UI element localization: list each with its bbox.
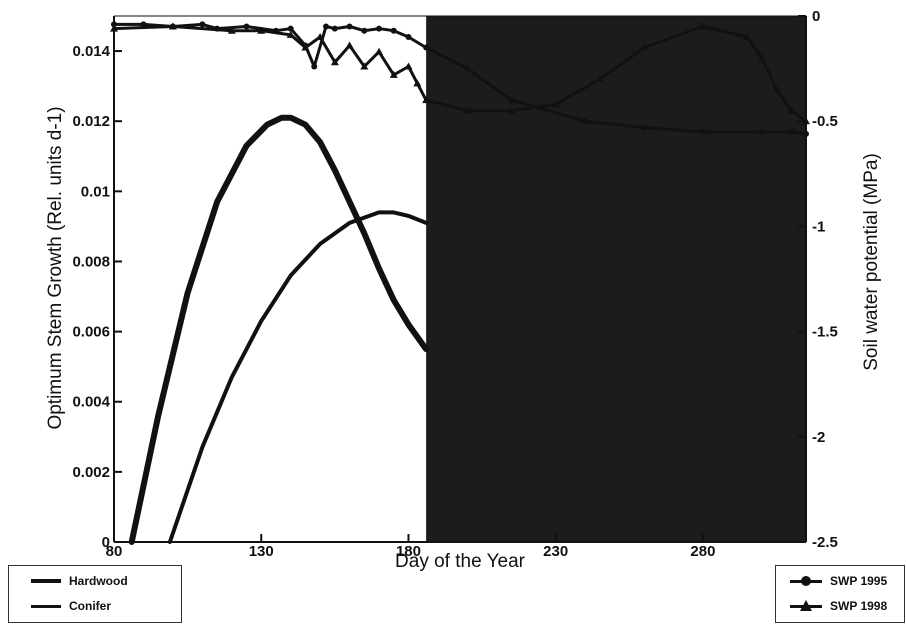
y-left-tick-label-6: 0.012: [72, 113, 110, 130]
y-left-tick-label-4: 0.008: [72, 253, 110, 270]
legend-item-swp-1998: SWP 1998: [776, 596, 887, 616]
series-line-2: [112, 22, 808, 136]
x-axis-title: Day of the Year: [395, 551, 526, 572]
series-3-point-15: [463, 106, 472, 114]
series-2-point-24: [788, 128, 795, 135]
y-right-tick-label-0: 0: [812, 8, 820, 25]
x-tick-label-3: 230: [543, 543, 568, 560]
series-3-point-11: [389, 70, 398, 78]
series-2-point-18: [464, 65, 471, 72]
series-2-point-12: [346, 23, 353, 30]
legend-species: Hardwood Conifer: [8, 565, 182, 623]
series-2-point-17: [423, 44, 430, 51]
y-left-tick-label-3: 0.006: [72, 324, 110, 341]
y-left-tick-label-5: 0.01: [81, 183, 110, 200]
series-line-0: [128, 114, 430, 545]
series-2-point-5: [243, 23, 250, 30]
series-2-point-22: [699, 128, 706, 135]
series-3-point-14: [422, 96, 431, 104]
series-3-point-9: [360, 62, 369, 70]
series-3-point-17: [551, 100, 560, 108]
series-3-point-4: [286, 30, 295, 38]
legend-item-swp-1995: SWP 1995: [776, 571, 887, 591]
series-2-point-7: [287, 25, 294, 32]
legend-label-swp-1998: SWP 1998: [830, 599, 888, 613]
ticks-layer: 80 130 180 230 280 0 0.002 0.004 0.006 0.008 0.01 0…: [72, 8, 837, 560]
series-3-point-10: [375, 47, 384, 55]
legend-swatch-circle-marker: [790, 575, 822, 586]
series-2-point-16: [405, 34, 412, 41]
legend-swatch-triangle-marker: [790, 599, 822, 611]
series-2-point-19: [508, 97, 515, 104]
series-line-1: [167, 210, 429, 544]
series-3-point-20: [698, 22, 707, 30]
series-3-point-7: [330, 58, 339, 66]
series-2-point-9: [311, 63, 318, 70]
x-tick-label-0: 80: [106, 543, 123, 560]
shaded-region: [426, 16, 806, 542]
series-2-point-1: [140, 21, 147, 28]
series-3-point-3: [257, 26, 266, 34]
series-2-point-13: [361, 27, 368, 34]
legend-label-conifer: Conifer: [69, 599, 111, 613]
series-3-point-24: [787, 106, 796, 114]
legend-item-hardwood: Hardwood: [9, 571, 128, 591]
series-3-point-16: [507, 106, 516, 114]
y-left-tick-label-0: 0: [102, 534, 110, 551]
y-right-tick-label-4: -2: [812, 429, 825, 446]
x-tick-label-1: 130: [249, 543, 274, 560]
series-2-point-11: [331, 25, 338, 32]
series-3-point-13: [413, 79, 422, 87]
legend-swatch-thick-line: [31, 579, 61, 583]
series-layer: [110, 21, 810, 545]
series-3-point-2: [227, 26, 236, 34]
legend-label-swp-1995: SWP 1995: [830, 574, 888, 588]
series-3-point-1: [168, 22, 177, 30]
series-3-point-22: [757, 54, 766, 62]
y-left-tick-label-2: 0.004: [72, 394, 110, 411]
x-tick-label-4: 280: [690, 543, 715, 560]
series-3-point-23: [772, 85, 781, 93]
series-2-point-21: [641, 124, 648, 131]
y-left-tick-label-7: 0.014: [72, 43, 110, 60]
series-2-point-23: [758, 128, 765, 135]
axes-layer: [113, 15, 807, 543]
series-3-point-21: [743, 33, 752, 41]
legend-swatch-thin-line: [31, 604, 61, 608]
y-right-tick-label-2: -1: [812, 218, 825, 235]
series-3-point-5: [301, 43, 310, 51]
series-2-point-14: [376, 25, 383, 32]
legend-label-hardwood: Hardwood: [69, 574, 128, 588]
series-2-point-3: [199, 21, 206, 28]
legend-swp: SWP 1995 SWP 1998: [775, 565, 905, 623]
series-3-point-18: [595, 75, 604, 83]
series-2-point-15: [390, 27, 397, 34]
series-3-point-6: [316, 33, 325, 41]
series-2-point-20: [582, 118, 589, 125]
y-right-tick-label-3: -1.5: [812, 324, 838, 341]
y-left-tick-label-1: 0.002: [72, 464, 110, 481]
x-tick-label-2: 180: [396, 543, 421, 560]
series-2-point-10: [323, 23, 330, 30]
y-right-tick-label-1: -0.5: [812, 113, 838, 130]
series-3-point-19: [640, 43, 649, 51]
series-3-point-12: [404, 62, 413, 70]
y-axis-title-right: Soil water potential (MPa): [861, 153, 882, 371]
series-3-point-8: [345, 41, 354, 49]
y-axis-title-left: Optimum Stem Growth (Rel. units d-1): [45, 106, 66, 429]
y-right-tick-label-5: -2.5: [812, 534, 838, 551]
legend-item-conifer: Conifer: [9, 596, 111, 616]
